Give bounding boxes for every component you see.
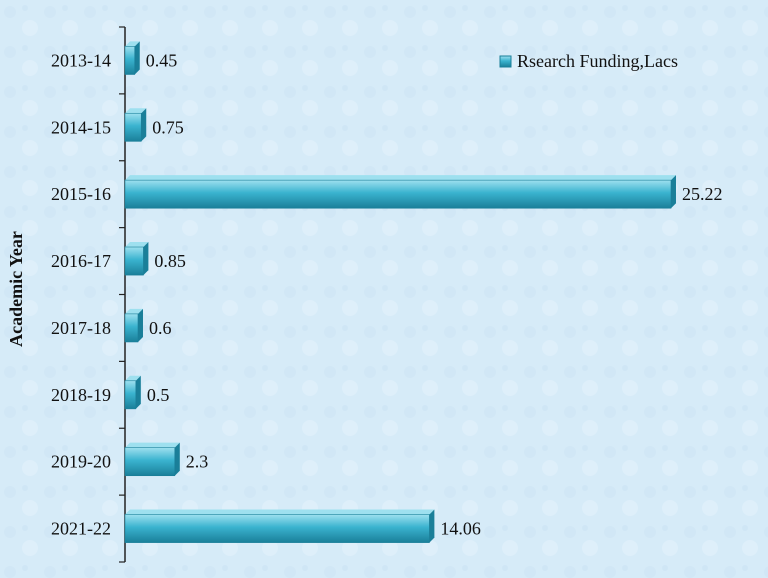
bar-top-face [125, 375, 141, 381]
bar-body [124, 380, 137, 410]
bar-top-face [125, 442, 180, 448]
bar-end-face [141, 108, 147, 142]
bar-end-face [135, 375, 141, 409]
data-label: 14.06 [440, 519, 481, 539]
bar-top-face [125, 242, 149, 248]
y-tick-label: 2019-20 [51, 452, 111, 472]
legend: Rsearch Funding,Lacs [499, 51, 678, 71]
bar-end-face [134, 41, 140, 75]
bar [124, 175, 676, 209]
y-tick-label: 2013-14 [51, 50, 111, 70]
bar [124, 308, 143, 343]
bar-top-face [125, 175, 676, 181]
data-label: 0.5 [147, 385, 170, 405]
bar [124, 509, 435, 543]
bar-top-face [125, 41, 140, 47]
bar-body [124, 514, 430, 543]
data-label: 0.45 [146, 50, 178, 70]
bar-body [124, 246, 144, 276]
data-label: 0.6 [149, 318, 172, 338]
bar-top-face [125, 509, 435, 515]
bar-end-face [137, 308, 143, 342]
bar [124, 242, 149, 276]
data-label: 0.75 [152, 117, 184, 137]
y-axis-label: Academic Year [6, 231, 26, 347]
y-tick-label: 2018-19 [51, 385, 111, 405]
bar-body [124, 179, 672, 209]
bar-end-face [174, 442, 180, 476]
data-label: 25.22 [682, 184, 723, 204]
legend-entry: Rsearch Funding,Lacs [517, 51, 678, 71]
data-label: 2.3 [186, 452, 209, 472]
bar [124, 442, 180, 477]
bar-body [124, 313, 139, 343]
bar [124, 41, 140, 75]
bar-body [124, 46, 136, 75]
bar-end-face [670, 175, 676, 209]
y-tick-label: 2015-16 [51, 184, 111, 204]
bar-end-face [429, 509, 435, 543]
bar-body [124, 112, 142, 142]
bar-body [124, 447, 176, 477]
bar-top-face [125, 308, 143, 314]
bar-end-face [143, 242, 149, 276]
y-tick-label: 2014-15 [51, 117, 111, 137]
legend-swatch [499, 55, 512, 68]
data-label: 0.85 [154, 251, 186, 271]
y-tick-label: 2016-17 [51, 251, 111, 271]
y-tick-label: 2021-22 [51, 519, 111, 539]
bar-top-face [125, 108, 147, 114]
bar [124, 108, 147, 142]
bar [124, 375, 141, 410]
y-tick-label: 2017-18 [51, 318, 111, 338]
